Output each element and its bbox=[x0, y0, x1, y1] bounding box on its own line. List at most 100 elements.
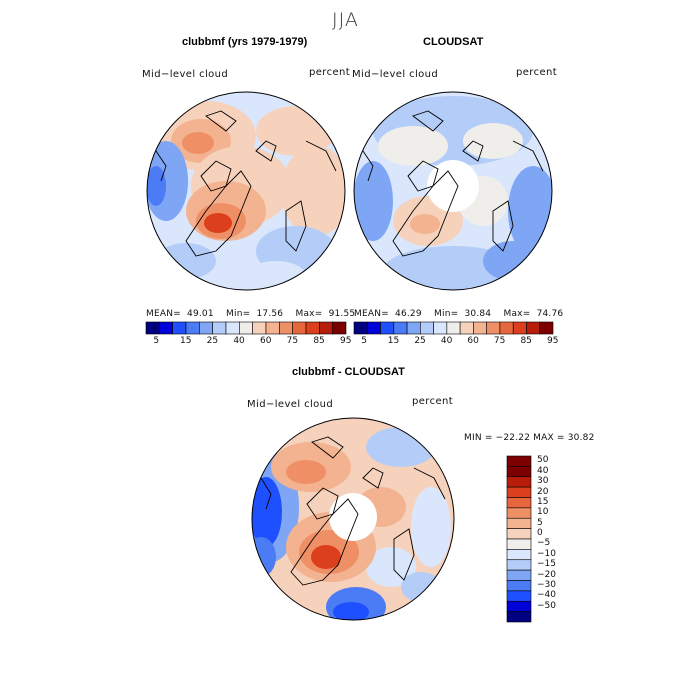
panel3-map-border bbox=[251, 417, 455, 621]
panel1-units-label: percent bbox=[309, 67, 351, 78]
panel1-mean-value: 49.01 bbox=[187, 309, 214, 319]
panel2-colorbar-swatch bbox=[380, 321, 395, 335]
panel3-colorbar-tick-label: −10 bbox=[537, 548, 556, 559]
panel3-title: clubbmf - CLOUDSAT bbox=[292, 366, 405, 378]
panel3-colorbar-tick-label: −50 bbox=[537, 600, 556, 611]
panel1-colorbar-tick-label: 5 bbox=[153, 336, 160, 346]
panel1-variable-label: Mid−level cloud bbox=[142, 69, 229, 80]
panel2-colorbar-tick-label: 75 bbox=[493, 336, 506, 346]
panel3-colorbar-tick-label: −5 bbox=[537, 538, 551, 549]
panel1-colorbar-tick-label: 15 bbox=[180, 336, 192, 346]
panel2-colorbar-tick-label: 40 bbox=[440, 336, 453, 346]
panel3-colorbar-swatch bbox=[506, 600, 532, 612]
panel3-colorbar-swatch bbox=[506, 580, 532, 592]
panel1-colorbar-swatch bbox=[145, 321, 160, 335]
panel2-min-label: Min= bbox=[434, 309, 459, 319]
panel2-mean-value: 46.29 bbox=[395, 309, 422, 319]
panel2-colorbar bbox=[353, 321, 554, 335]
panel1-colorbar-swatch bbox=[225, 321, 240, 335]
panel3-colorbar-swatch bbox=[506, 517, 532, 529]
panel2-colorbar-swatch bbox=[406, 321, 421, 335]
panel3-colorbar-swatch bbox=[506, 466, 532, 478]
panel3-colorbar-tick-label: 0 bbox=[537, 528, 543, 538]
panel3-colorbar-tick-label: 15 bbox=[537, 496, 549, 507]
panel1-coastlines bbox=[155, 110, 337, 257]
panel2-colorbar-tick-label: 25 bbox=[414, 336, 426, 346]
panel1-colorbar-tick-label: 25 bbox=[206, 336, 219, 346]
panel3-colorbar-swatch bbox=[506, 476, 532, 488]
panel3-colorbar-swatch bbox=[506, 528, 532, 540]
panel1-colorbar-tick-label: 75 bbox=[286, 336, 299, 346]
season-title: JJA bbox=[332, 9, 359, 31]
panel2-min-value: 30.84 bbox=[464, 309, 492, 319]
panel1-colorbar-swatch bbox=[305, 321, 320, 335]
panel3-colorbar-tick-label: 10 bbox=[537, 507, 549, 518]
panel2-polar-map bbox=[353, 91, 553, 291]
panel1-colorbar-tick-label: 85 bbox=[313, 336, 325, 346]
panel3-minmax: MIN = −22.22 MAX = 30.82 bbox=[464, 433, 595, 443]
panel3-colorbar-swatch bbox=[506, 559, 532, 571]
panel3-colorbar-swatch bbox=[506, 486, 532, 498]
panel3-colorbar-tick-label: −40 bbox=[537, 590, 556, 601]
panel2-colorbar-tick-label: 95 bbox=[547, 336, 559, 346]
panel1-colorbar-tick-label: 40 bbox=[233, 336, 245, 346]
panel3-contour-fill bbox=[252, 427, 451, 620]
panel3-colorbar-tick-label: −20 bbox=[537, 569, 556, 580]
panel2-variable-label: Mid−level cloud bbox=[352, 69, 439, 80]
panel3-colorbar-tick-label: 20 bbox=[537, 486, 549, 497]
panel2-colorbar-swatch bbox=[446, 321, 461, 335]
panel1-stats: MEAN= 49.01 Min= 17.56 Max= 91.55 bbox=[146, 309, 355, 319]
panel3-no-data-hole bbox=[329, 493, 377, 541]
panel3-colorbar-swatch bbox=[506, 538, 532, 550]
panel2-no-data-hole bbox=[427, 160, 479, 212]
panel2-colorbar-swatch bbox=[473, 321, 487, 335]
panel3-colorbar-swatch bbox=[506, 497, 532, 509]
panel1-colorbar-swatch bbox=[279, 321, 293, 335]
panel3-colorbar-swatch bbox=[506, 611, 532, 623]
panel1-max-label: Max= bbox=[295, 309, 323, 319]
panel1-colorbar bbox=[145, 321, 347, 335]
panel3-units-label: percent bbox=[412, 396, 454, 407]
panel1-mean-label: MEAN= bbox=[146, 309, 181, 319]
panel2-colorbar-tick-label: 85 bbox=[520, 336, 532, 346]
panel2-colorbar-swatch bbox=[499, 321, 514, 335]
panel2-colorbar-swatch bbox=[539, 321, 554, 335]
panel3-polar-map bbox=[251, 417, 455, 621]
panel3-colorbar-swatch bbox=[506, 549, 532, 561]
panel3-colorbar-swatch bbox=[506, 507, 532, 519]
panel2-colorbar-tick-label: 60 bbox=[467, 336, 479, 346]
panel1-map-border bbox=[146, 91, 346, 291]
panel2-max-label: Max= bbox=[503, 309, 531, 319]
panel1-colorbar-swatch bbox=[319, 321, 333, 335]
panel2-colorbar-swatch bbox=[486, 321, 501, 335]
panel2-mean-label: MEAN= bbox=[354, 309, 389, 319]
panel2-colorbar-swatch bbox=[420, 321, 434, 335]
panel1-colorbar-swatch bbox=[239, 321, 253, 335]
panel2-max-value: 74.76 bbox=[536, 309, 564, 319]
panel2-coastlines bbox=[362, 110, 544, 257]
panel1-colorbar-swatch bbox=[159, 321, 173, 335]
panel3-colorbar-swatch bbox=[506, 569, 532, 581]
panel2-colorbar-tick-label: 5 bbox=[361, 336, 367, 346]
panel3-colorbar-tick-label: 30 bbox=[537, 476, 549, 487]
panel2-colorbar-tick-label: 15 bbox=[387, 336, 400, 346]
panel2-stats: MEAN= 46.29 Min= 30.84 Max= 74.76 bbox=[354, 309, 563, 319]
panel2-colorbar-swatch bbox=[459, 321, 474, 335]
panel3-coastlines bbox=[260, 436, 446, 586]
panel2-title: CLOUDSAT bbox=[423, 36, 484, 48]
panel3-colorbar-swatch bbox=[506, 590, 532, 602]
panel1-colorbar-swatch bbox=[292, 321, 307, 335]
panel1-min-value: 17.56 bbox=[256, 309, 284, 319]
panel2-units-label: percent bbox=[516, 67, 558, 78]
panel3-colorbar-tick-label: −30 bbox=[537, 579, 556, 590]
panel3-colorbar-ticks: 50 40 30 20 15 10 5 0 −5 −10 −15 −20 −30 −40 −50 bbox=[537, 455, 577, 622]
panel1-colorbar-swatch bbox=[332, 321, 347, 335]
panel3-colorbar-tick-label: 5 bbox=[537, 517, 543, 528]
panel1-colorbar-swatch bbox=[185, 321, 200, 335]
panel2-colorbar-swatch bbox=[366, 321, 381, 335]
panel1-colorbar-swatch bbox=[172, 321, 187, 335]
panel1-colorbar-swatch bbox=[199, 321, 213, 335]
panel3-variable-label: Mid−level cloud bbox=[247, 399, 334, 410]
panel1-colorbar-swatch bbox=[212, 321, 227, 335]
panel2-colorbar-swatch bbox=[433, 321, 448, 335]
